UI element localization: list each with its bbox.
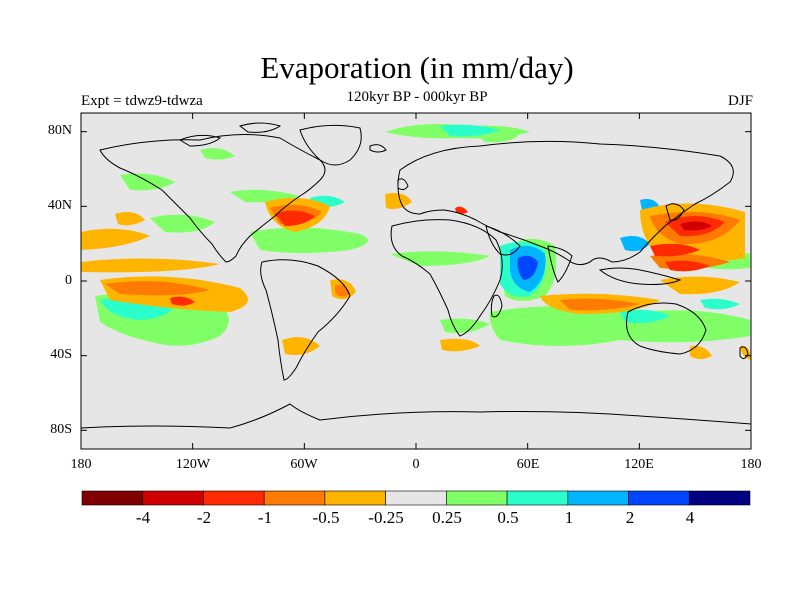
experiment-label: Expt = tdwz9-tdwza — [81, 93, 203, 109]
colorbar-label: -1 — [257, 508, 273, 527]
season-label: DJF — [727, 93, 753, 109]
coastline-eurasia — [397, 140, 734, 266]
y-tick-label: 40S — [50, 347, 72, 362]
y-tick-label: 80S — [50, 422, 72, 437]
coastline-indonesia — [598, 267, 682, 285]
x-tick-label: 60W — [290, 457, 318, 472]
colorbar-label: 1 — [564, 508, 574, 527]
anomaly-fields — [81, 124, 751, 360]
y-tick-label: 40N — [47, 198, 72, 213]
colorbar-label: -0.5 — [312, 508, 340, 527]
anomaly-patch — [560, 298, 640, 311]
x-tick-label: 120W — [175, 457, 211, 472]
y-tick-label: 80N — [47, 123, 72, 138]
colorbar-swatch — [628, 490, 690, 506]
anomaly-patch — [200, 148, 235, 160]
anomaly-patch — [740, 345, 751, 360]
colorbar-swatch — [263, 490, 326, 506]
coastline-arctic-islands — [178, 134, 222, 147]
x-tick-label: 180 — [740, 457, 762, 472]
x-tick-label: 60E — [516, 457, 540, 472]
anomaly-patch — [517, 255, 538, 280]
anomaly-patch — [700, 298, 740, 310]
colorbar-swatch — [385, 490, 447, 506]
colorbar-label: 0.25 — [432, 508, 462, 527]
anomaly-patch — [660, 276, 740, 295]
anomaly-patch — [385, 193, 412, 210]
anomaly-patch — [489, 306, 750, 346]
coastline-madagascar — [490, 294, 503, 318]
colorbar-swatch — [81, 490, 144, 506]
anomaly-patch — [115, 212, 145, 226]
anomaly-patch — [690, 345, 712, 359]
x-tick-label: 0 — [412, 457, 420, 472]
coastlines — [80, 122, 752, 429]
anomaly-patch — [680, 221, 712, 231]
anomaly-patch — [335, 285, 350, 297]
x-tick-label: 120E — [624, 457, 654, 472]
coastline-australia — [626, 302, 707, 355]
coastline-arabia — [485, 225, 521, 256]
colorbar-label: -4 — [135, 508, 151, 527]
coastline-africa — [390, 219, 503, 337]
colorbar-label: 0.5 — [497, 508, 519, 527]
colorbar-swatch — [506, 490, 569, 506]
colorbar-label: -2 — [196, 508, 212, 527]
coastline-antarctica — [80, 403, 752, 429]
anomaly-patch — [275, 210, 315, 226]
colorbar-swatch — [567, 490, 629, 506]
coastline-iceland — [369, 144, 387, 153]
coastline-arctic-islands-2 — [238, 122, 282, 133]
colorbar-swatch — [324, 490, 386, 506]
colorbar-swatch — [688, 490, 751, 506]
anomaly-patch — [620, 236, 650, 252]
coastline-greenland — [299, 124, 362, 166]
coastline-uk — [397, 178, 409, 191]
colorbar-swatch — [203, 490, 265, 506]
anomaly-patch — [81, 228, 150, 250]
anomaly-patch — [250, 227, 368, 253]
axis-tick-marks — [80, 113, 752, 449]
anomaly-patch — [105, 281, 210, 296]
map-subtitle: 120kyr BP - 000kyr BP — [346, 89, 488, 105]
coastline-south-america — [260, 259, 351, 381]
anomaly-patch — [170, 296, 195, 306]
anomaly-patch — [440, 124, 500, 137]
anomaly-patch — [81, 258, 220, 273]
anomaly-patch — [440, 338, 480, 352]
anomaly-patch — [150, 214, 215, 233]
anomaly-patch — [650, 243, 700, 257]
coastline-india — [547, 245, 573, 283]
colorbar-label: 4 — [685, 508, 695, 527]
anomaly-patch — [120, 173, 175, 191]
colorbar-label: -0.25 — [368, 508, 404, 527]
x-tick-label: 180 — [70, 457, 92, 472]
anomaly-patch — [620, 309, 670, 324]
coastline-north-america — [99, 133, 326, 263]
y-tick-label: 0 — [65, 273, 72, 288]
coastline-japan — [665, 203, 685, 221]
coastline-new-zealand — [739, 346, 749, 360]
anomaly-patch — [665, 260, 710, 272]
map-title: Evaporation (in mm/day) — [260, 50, 574, 85]
colorbar — [81, 490, 751, 506]
anomaly-patch — [455, 206, 468, 214]
colorbar-swatch — [446, 490, 508, 506]
anomaly-patch — [282, 337, 320, 355]
colorbar-swatch — [142, 490, 204, 506]
colorbar-label: 2 — [625, 508, 635, 527]
